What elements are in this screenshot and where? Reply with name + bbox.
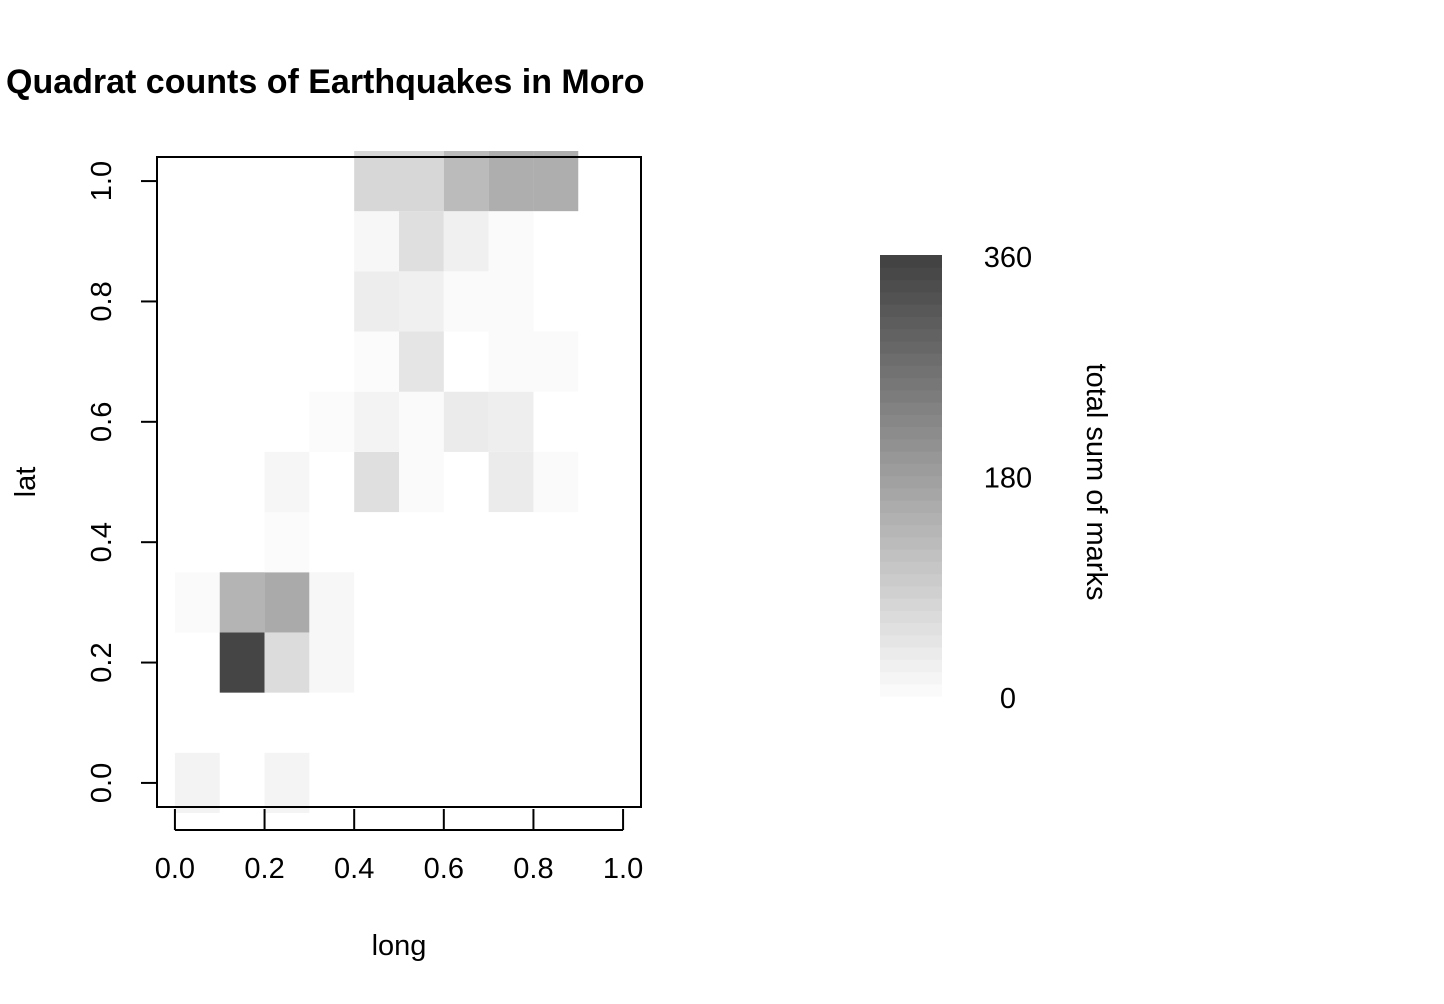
heatmap-cell — [399, 451, 444, 513]
heatmap-cell — [533, 451, 579, 513]
heatmap-cell — [399, 391, 444, 452]
x-tick-label: 0.0 — [155, 853, 195, 885]
x-tick-label: 0.2 — [244, 853, 284, 885]
heatmap-cell — [264, 632, 310, 693]
legend-color-step — [880, 340, 942, 354]
legend-tick-label: 180 — [984, 463, 1032, 495]
x-axis: 0.0 0.2 0.4 0.6 0.8 1.0 — [155, 809, 643, 885]
legend-color-step — [880, 659, 942, 673]
heatmap-cell — [354, 331, 399, 392]
legend-tick-label: 0 — [1000, 683, 1016, 715]
heatmap-cell — [443, 211, 489, 272]
legend-color-step — [880, 512, 942, 526]
legend-color-step — [880, 536, 942, 550]
heatmap-cell — [488, 391, 534, 452]
legend-tick-label: 360 — [984, 242, 1032, 274]
heatmap-cell — [399, 211, 444, 272]
heatmap-cell — [488, 150, 534, 212]
heatmap-cell — [354, 271, 399, 332]
legend-color-step — [880, 610, 942, 624]
legend-color-bar — [880, 255, 942, 697]
heatmap-cell — [354, 451, 399, 513]
heatmap-cell — [174, 752, 220, 814]
legend-color-step — [880, 622, 942, 636]
legend-color-step — [880, 463, 942, 477]
heatmap-cell — [264, 572, 310, 633]
legend-color-step — [880, 524, 942, 538]
legend-color-step — [880, 328, 942, 342]
legend-color-step — [880, 267, 942, 281]
legend-color-step — [880, 316, 942, 330]
legend-color-step — [880, 279, 942, 293]
legend-color-step — [880, 561, 942, 575]
legend-color-step — [880, 255, 942, 268]
legend-color-step — [880, 487, 942, 501]
chart-title: Quadrat counts of Earthquakes in Moro — [6, 63, 645, 101]
heatmap-cell — [354, 211, 399, 272]
legend-color-step — [880, 426, 942, 440]
heatmap-cell — [443, 150, 489, 212]
heatmap-cell — [399, 150, 444, 212]
heatmap-cells — [174, 150, 579, 814]
heatmap-cell — [309, 391, 355, 452]
legend-color-step — [880, 671, 942, 685]
heatmap-cell — [354, 150, 399, 212]
legend-color-step — [880, 414, 942, 428]
legend-title: total sum of marks — [1080, 364, 1112, 601]
y-tick-label: 0.8 — [86, 281, 118, 321]
x-tick-label: 0.8 — [513, 853, 553, 885]
x-axis-label: long — [372, 930, 427, 962]
legend-color-step — [880, 438, 942, 452]
heatmap-cell — [533, 331, 579, 392]
legend-ticks: 0 180 360 — [984, 242, 1032, 715]
heatmap-cell — [264, 512, 310, 573]
legend-color-step — [880, 634, 942, 648]
legend-color-step — [880, 365, 942, 379]
legend-color-step — [880, 585, 942, 599]
legend-color-step — [880, 389, 942, 403]
color-legend: 0 180 360 total sum of marks — [880, 242, 1112, 715]
y-axis: 0.0 0.2 0.4 0.6 0.8 1.0 — [86, 161, 158, 803]
legend-color-step — [880, 598, 942, 611]
heatmap-cell — [488, 451, 534, 513]
legend-color-step — [880, 353, 942, 366]
heatmap-cell — [488, 271, 534, 332]
heatmap-cell — [488, 331, 534, 392]
legend-color-step — [880, 451, 942, 464]
heatmap-cell — [399, 331, 444, 392]
legend-color-step — [880, 291, 942, 305]
legend-color-step — [880, 573, 942, 587]
legend-color-step — [880, 475, 942, 489]
heatmap-cell — [488, 211, 534, 272]
heatmap-cell — [443, 391, 489, 452]
y-tick-label: 0.0 — [86, 763, 118, 803]
legend-color-step — [880, 377, 942, 391]
heatmap-cell — [219, 572, 265, 633]
x-tick-label: 0.4 — [334, 853, 374, 885]
y-tick-label: 1.0 — [86, 161, 118, 201]
heatmap-cell — [443, 271, 489, 332]
y-tick-label: 0.4 — [86, 522, 118, 562]
x-tick-label: 0.6 — [424, 853, 464, 885]
legend-color-step — [880, 500, 942, 513]
heatmap-cell — [309, 572, 355, 633]
x-tick-label: 1.0 — [603, 853, 643, 885]
heatmap-cell — [354, 391, 399, 452]
heatmap-cell — [264, 752, 310, 814]
y-tick-label: 0.2 — [86, 642, 118, 682]
heatmap-cell — [309, 632, 355, 693]
heatmap-cell — [174, 572, 220, 633]
legend-color-step — [880, 647, 942, 660]
y-tick-label: 0.6 — [86, 402, 118, 442]
heatmap-cell — [219, 632, 265, 693]
heatmap-cell — [399, 271, 444, 332]
legend-color-step — [880, 549, 942, 562]
heatmap-cell — [533, 150, 579, 212]
y-axis-label: lat — [10, 467, 42, 498]
legend-color-step — [880, 402, 942, 415]
legend-color-step — [880, 304, 942, 317]
heatmap-cell — [264, 451, 310, 513]
legend-color-step — [880, 683, 942, 697]
